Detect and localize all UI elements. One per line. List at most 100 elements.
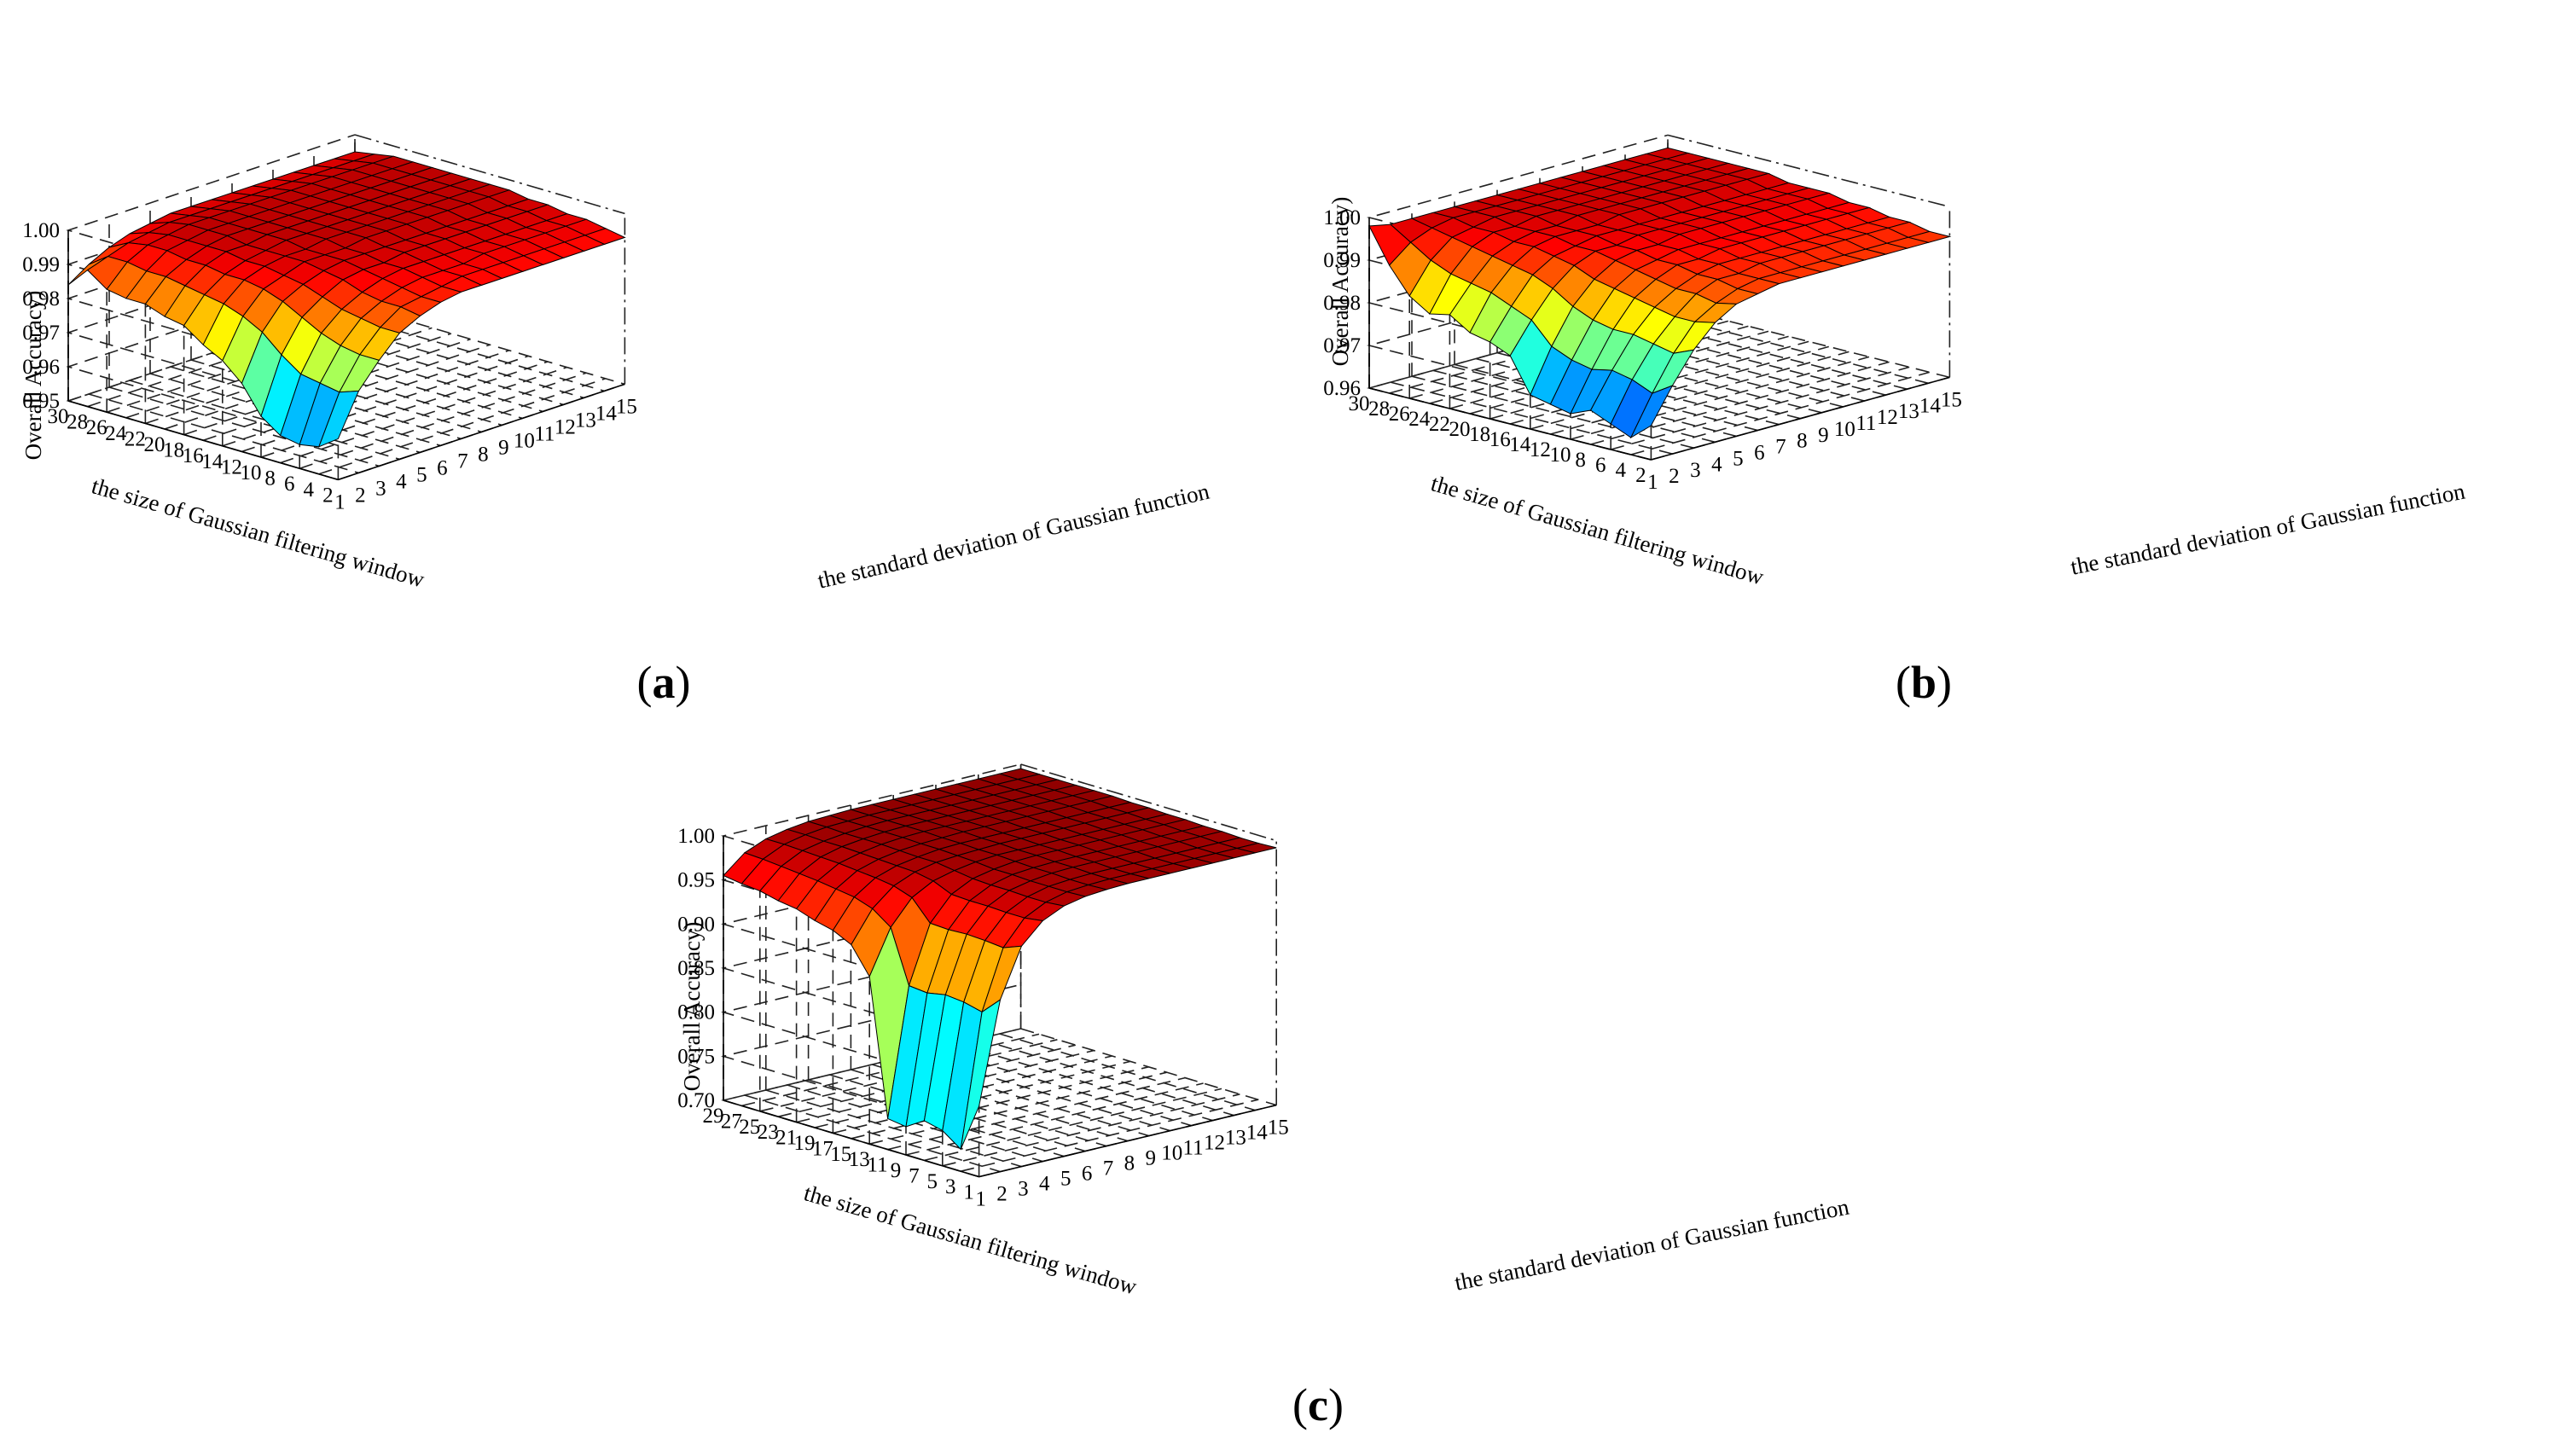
x-tick-label: 28 xyxy=(67,411,88,434)
floor-grid-line xyxy=(1020,1028,1277,1106)
surface-patch xyxy=(317,390,360,448)
x-tick-label: 4 xyxy=(304,479,315,502)
z-tick-label: 0.98 xyxy=(1323,292,1361,315)
y-tick-label: 2 xyxy=(1669,465,1680,488)
floor-grid-line xyxy=(1530,345,1830,430)
x-tick-label: 3 xyxy=(945,1175,956,1198)
floor-grid-line xyxy=(1550,351,1849,435)
floor-grid-line xyxy=(978,1038,1234,1117)
x-tick-label: 10 xyxy=(1550,444,1571,467)
x-tick-label: 18 xyxy=(163,439,184,462)
y-tick-label: 10 xyxy=(1161,1142,1182,1165)
y-tick-label: 6 xyxy=(1082,1163,1093,1186)
y-axis-line xyxy=(978,1104,1277,1178)
y-tick-label: 12 xyxy=(555,415,576,438)
x-tick-label: 10 xyxy=(241,461,262,484)
y-tick-label: 7 xyxy=(457,450,468,473)
z-tick-label: 0.90 xyxy=(677,913,715,936)
x-tick-label: 23 xyxy=(758,1121,779,1144)
y-tick-label: 8 xyxy=(1797,430,1808,453)
y-tick-label: 9 xyxy=(1146,1147,1157,1170)
y-tick-label: 7 xyxy=(1775,436,1786,459)
y-tick-label: 6 xyxy=(1754,442,1765,465)
y-tick-label: 1 xyxy=(1647,471,1658,494)
surface-patch xyxy=(1629,385,1674,439)
panel-c-surface xyxy=(723,768,1277,1151)
x-tick-label: 12 xyxy=(221,455,242,479)
x-tick-label: 17 xyxy=(812,1137,833,1160)
floor-grid-line xyxy=(1411,375,1694,449)
x-tick-label: 6 xyxy=(284,473,295,496)
x-tick-label: 1 xyxy=(963,1181,974,1204)
x-tick-label: 15 xyxy=(830,1143,851,1166)
x-tick-label: 7 xyxy=(909,1164,920,1187)
y-tick-label: 2 xyxy=(996,1183,1007,1206)
x-tick-label: 21 xyxy=(775,1127,797,1150)
panel-c-zlabel: Overall Accuracy) xyxy=(679,922,705,1092)
panel-b-zlabel: Overall Accuracy) xyxy=(1327,197,1353,367)
floor-grid-line xyxy=(999,1033,1256,1111)
z-tick-label: 0.97 xyxy=(22,322,60,345)
z-tick-label: 0.75 xyxy=(677,1045,715,1068)
y-tick-label: 12 xyxy=(1204,1132,1225,1155)
x-tick-label: 26 xyxy=(1389,403,1410,426)
x-tick-label: 8 xyxy=(1575,449,1586,472)
z-tick-label: 0.98 xyxy=(22,287,60,310)
x-tick-label: 22 xyxy=(1429,413,1450,436)
x-axis-line xyxy=(67,400,339,481)
z-tick-label: 0.96 xyxy=(22,356,60,379)
floor-grid-line xyxy=(942,1093,1240,1167)
floor-grid-line xyxy=(924,1088,1222,1162)
floor-grid-line xyxy=(108,386,380,467)
floor-grid-line xyxy=(1610,366,1910,450)
y-tick-label: 7 xyxy=(1103,1157,1114,1180)
x-tick-label: 4 xyxy=(1616,459,1627,482)
z-tick-label: 1.00 xyxy=(677,825,715,848)
panel-c-caption: (c) xyxy=(1292,1379,1344,1430)
floor-grid-line xyxy=(1630,371,1931,455)
y-tick-label: 14 xyxy=(1919,394,1942,417)
y-tick-label: 13 xyxy=(575,409,596,432)
x-axis-line xyxy=(1368,387,1652,461)
x-tick-label: 2 xyxy=(322,484,334,507)
y-tick-label: 5 xyxy=(1060,1168,1071,1191)
y-tick-label: 15 xyxy=(616,395,637,418)
y-tick-label: 1 xyxy=(334,490,346,513)
y-tick-label: 14 xyxy=(595,402,618,425)
x-tick-label: 22 xyxy=(125,427,146,450)
z-tick-label: 0.95 xyxy=(677,869,715,892)
x-tick-label: 30 xyxy=(1349,392,1370,415)
y-tick-label: 13 xyxy=(1225,1127,1246,1150)
x-tick-label: 19 xyxy=(794,1132,816,1155)
x-tick-label: 8 xyxy=(264,467,276,490)
x-tick-label: 26 xyxy=(86,416,107,439)
y-tick-label: 5 xyxy=(416,463,427,486)
y-tick-label: 11 xyxy=(534,422,555,445)
y-tick-label: 3 xyxy=(375,477,386,500)
z-tick-label: 0.97 xyxy=(1323,334,1361,357)
box-edge xyxy=(1020,763,1277,842)
y-tick-label: 2 xyxy=(355,484,366,507)
x-tick-label: 2 xyxy=(1635,464,1646,487)
x-tick-label: 28 xyxy=(1368,397,1390,421)
y-tick-label: 12 xyxy=(1877,406,1898,429)
floor-grid-line xyxy=(1390,381,1673,455)
x-tick-label: 16 xyxy=(183,444,204,467)
x-tick-label: 27 xyxy=(721,1110,742,1133)
z-tick-label: 1.00 xyxy=(22,219,60,242)
y-tick-label: 4 xyxy=(396,470,407,493)
surface-patch xyxy=(960,999,1002,1150)
y-tick-label: 4 xyxy=(1711,453,1722,476)
x-tick-label: 29 xyxy=(703,1105,724,1128)
x-tick-label: 13 xyxy=(849,1148,870,1171)
y-tick-label: 15 xyxy=(1268,1117,1289,1140)
box-edge xyxy=(1667,134,1950,208)
panel-c-ticks: 0.700.750.800.850.900.951.00292725232119… xyxy=(677,825,1288,1211)
y-tick-label: 10 xyxy=(514,429,535,452)
y-tick-label: 10 xyxy=(1834,418,1855,441)
x-tick-label: 9 xyxy=(891,1159,902,1182)
floor-grid-line xyxy=(1432,369,1716,444)
x-tick-label: 18 xyxy=(1469,423,1490,446)
z-tick-label: 0.95 xyxy=(22,390,60,413)
